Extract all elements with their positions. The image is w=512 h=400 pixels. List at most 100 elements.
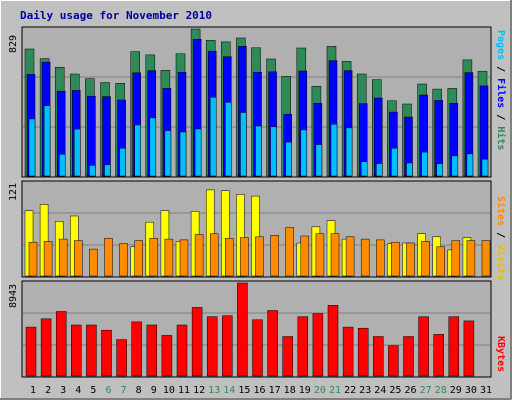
sites-bar: [28, 241, 38, 277]
pages-bar: [285, 141, 292, 177]
sites-bar: [58, 238, 68, 277]
kbytes-bar: [222, 315, 233, 377]
x-tick-label: 25: [389, 385, 401, 396]
kbytes-bar: [86, 324, 97, 377]
kbytes-bar: [237, 282, 248, 377]
x-tick-label: 31: [480, 385, 492, 396]
kbytes-bar: [297, 316, 309, 377]
hits-panel-legend: Pages / Files / Hits: [495, 30, 507, 150]
sites-bar: [436, 246, 445, 277]
kbytes-bar: [161, 335, 173, 377]
x-tick-label: 21: [329, 385, 341, 396]
legend-separator: /: [495, 108, 506, 126]
kbytes-bar: [191, 307, 203, 377]
pages-bar: [255, 125, 262, 177]
sites-bar: [300, 235, 310, 277]
visits-panel-legend: Sites / Visits: [495, 196, 507, 280]
x-axis-day-labels: 1 2 3 4 5 6 7 8 9 10 11 12 13 14 15 16 17 18 19 20 21 22 23 24 2…: [30, 385, 492, 396]
legend-separator: /: [495, 60, 506, 78]
pages-bar: [466, 153, 474, 177]
x-tick-label: 9: [151, 385, 157, 396]
x-tick-label: 7: [121, 385, 127, 396]
kbytes-bar: [55, 311, 67, 377]
x-tick-label: 24: [374, 385, 386, 396]
x-tick-label: 3: [60, 385, 66, 396]
pages-bar: [270, 126, 277, 177]
sites-bar: [466, 240, 476, 277]
sites-bar: [179, 239, 189, 277]
chart-title: Daily usage for November 2010: [20, 9, 212, 22]
kbytes-bar: [433, 334, 444, 377]
pages-bar: [300, 129, 308, 177]
kbytes-bar: [388, 345, 399, 377]
pages-bar: [451, 155, 459, 177]
sites-bar: [255, 236, 264, 277]
kbytes-bar: [71, 324, 82, 377]
x-tick-label: 10: [163, 385, 175, 396]
kbytes-bar: [418, 316, 429, 377]
x-tick-label: 16: [253, 385, 265, 396]
x-tick-label: 2: [45, 385, 51, 396]
pages-bar: [194, 128, 202, 177]
pages-bar: [406, 162, 413, 177]
sites-bar: [481, 240, 491, 277]
x-tick-label: 6: [105, 385, 111, 396]
x-tick-label: 20: [314, 385, 326, 396]
x-tick-label: 11: [178, 385, 190, 396]
kbytes-bar: [312, 313, 324, 377]
kbytes-bar: [25, 326, 37, 377]
sites-bar: [376, 239, 385, 277]
legend-visits: Visits: [495, 244, 507, 280]
kbytes-bar: [40, 318, 52, 377]
kbytes-bar: [101, 329, 112, 377]
x-tick-label: 1: [30, 385, 36, 396]
visits-y-max-label: 121: [8, 183, 19, 201]
pages-bar: [89, 165, 96, 177]
sites-bar: [134, 240, 143, 277]
x-tick-label: 17: [269, 385, 281, 396]
pages-bar: [209, 97, 217, 177]
kbytes-bar: [116, 339, 127, 377]
pages-bar: [164, 130, 172, 177]
pages-bar: [179, 131, 187, 177]
pages-bar: [330, 123, 338, 177]
legend-files: Files: [495, 78, 507, 108]
sites-bar: [164, 238, 174, 277]
sites-bar: [209, 233, 219, 277]
sites-bar: [451, 240, 461, 277]
kbytes-bar: [357, 327, 369, 377]
sites-bar: [240, 237, 249, 277]
x-tick-label: 4: [75, 385, 81, 396]
sites-bar: [330, 233, 340, 277]
sites-bar: [345, 236, 355, 277]
sites-bar: [89, 248, 98, 277]
kbytes-bar: [146, 324, 158, 377]
x-tick-label: 8: [136, 385, 142, 396]
x-tick-label: 27: [420, 385, 432, 396]
kbytes-bar: [463, 320, 475, 377]
sites-bar: [104, 238, 113, 277]
sites-bar: [225, 238, 234, 277]
x-tick-label: 19: [299, 385, 311, 396]
x-tick-label: 13: [208, 385, 220, 396]
kbytes-bar: [176, 324, 188, 377]
kbytes-bar: [206, 316, 218, 377]
pages-bar: [43, 105, 51, 177]
x-tick-label: 15: [238, 385, 250, 396]
pages-bar: [345, 127, 353, 177]
pages-bar: [436, 163, 443, 177]
sites-bar: [74, 240, 83, 277]
x-tick-label: 23: [359, 385, 371, 396]
pages-bar: [28, 118, 36, 177]
pages-bar: [104, 164, 111, 177]
pages-bar: [119, 147, 126, 177]
pages-bar: [360, 161, 368, 177]
x-tick-label: 12: [193, 385, 205, 396]
kbytes-bar: [448, 316, 460, 377]
pages-bar: [225, 102, 232, 177]
kbytes-bar: [403, 336, 414, 377]
x-tick-label: 22: [344, 385, 356, 396]
pages-bar: [240, 112, 247, 177]
sites-bar: [149, 238, 159, 277]
